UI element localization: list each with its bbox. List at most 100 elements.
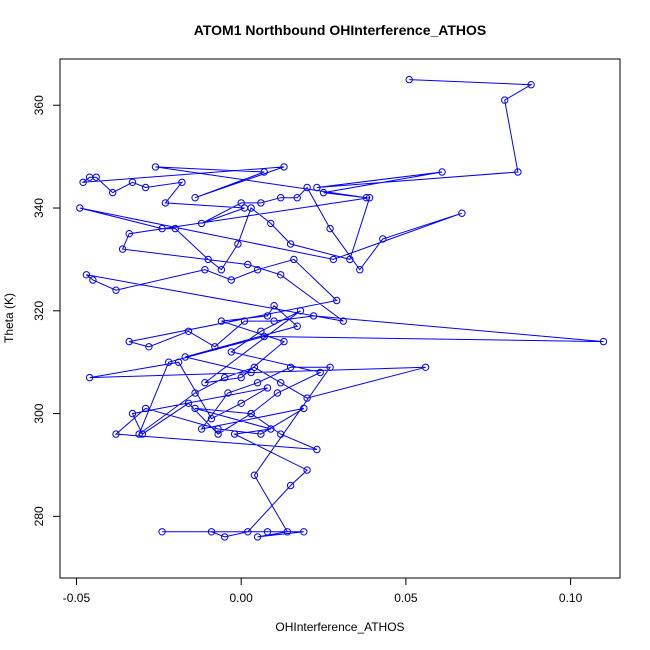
data-point xyxy=(329,255,338,264)
data-point xyxy=(319,188,328,197)
data-point xyxy=(267,219,275,228)
data-point xyxy=(293,194,301,202)
data-point xyxy=(151,163,160,171)
data-point xyxy=(286,240,295,248)
data-point xyxy=(76,204,84,212)
data-point xyxy=(145,343,153,351)
data-point xyxy=(263,384,272,392)
data-point xyxy=(89,276,97,284)
data-point xyxy=(158,224,166,233)
data-point xyxy=(286,481,295,490)
data-point xyxy=(514,168,522,176)
data-point xyxy=(181,353,189,361)
data-point xyxy=(85,373,94,382)
data-point xyxy=(277,271,285,279)
data-point xyxy=(257,430,265,438)
x-tick-label: -0.05 xyxy=(63,591,91,605)
series-points xyxy=(76,75,608,541)
y-tick-label: 360 xyxy=(32,95,46,115)
data-point xyxy=(326,363,334,371)
data-point xyxy=(263,528,272,536)
y-tick-label: 320 xyxy=(32,300,46,320)
data-point xyxy=(333,296,341,305)
y-axis: 280 300 320 340 360 xyxy=(32,95,61,526)
data-point xyxy=(141,183,150,192)
data-point xyxy=(316,368,324,377)
data-point xyxy=(227,348,236,356)
data-point xyxy=(527,81,535,89)
data-point xyxy=(326,224,334,233)
series-line xyxy=(79,79,604,538)
data-point xyxy=(309,312,318,320)
x-axis: -0.05 0.00 0.05 0.10 xyxy=(63,577,583,605)
data-point xyxy=(191,194,199,202)
data-point xyxy=(501,96,509,104)
data-point xyxy=(178,178,186,187)
data-point xyxy=(240,317,249,325)
data-point xyxy=(125,337,133,346)
data-point xyxy=(250,471,259,479)
data-point xyxy=(293,322,301,330)
data-point xyxy=(214,425,222,433)
x-tick-label: 0.10 xyxy=(559,591,583,605)
data-point xyxy=(207,528,216,536)
data-point xyxy=(339,317,347,325)
data-point xyxy=(313,183,321,192)
data-point xyxy=(138,430,147,438)
data-point xyxy=(247,368,255,377)
data-point xyxy=(283,528,291,536)
data-point xyxy=(217,266,226,274)
data-point xyxy=(277,194,285,202)
data-point xyxy=(207,415,216,423)
data-point xyxy=(191,404,199,413)
data-point xyxy=(191,389,199,397)
data-point xyxy=(211,343,219,351)
data-point xyxy=(313,445,321,454)
data-point xyxy=(290,255,298,264)
data-point xyxy=(253,533,262,541)
data-point xyxy=(184,327,193,335)
data-point xyxy=(303,183,311,192)
data-point xyxy=(458,209,466,217)
y-axis-label: Theta (K) xyxy=(2,293,16,343)
data-point xyxy=(250,363,259,371)
data-point xyxy=(277,430,285,438)
data-point xyxy=(118,245,127,253)
data-point xyxy=(112,286,120,294)
data-point xyxy=(247,204,255,212)
data-point xyxy=(365,194,374,202)
data-point xyxy=(204,255,212,264)
data-point xyxy=(270,317,278,325)
data-point xyxy=(125,230,133,238)
data-point xyxy=(109,188,117,197)
data-point xyxy=(184,399,193,407)
data-point xyxy=(165,358,173,366)
data-point xyxy=(362,194,371,202)
data-point xyxy=(599,337,608,346)
data-point xyxy=(280,337,288,346)
data-point xyxy=(158,528,166,536)
data-point xyxy=(171,224,180,233)
data-point xyxy=(201,266,209,274)
chart-title: ATOM1 Northbound OHInterference_ATHOS xyxy=(194,22,486,38)
data-point xyxy=(379,235,387,243)
x-axis-label: OHInterference_ATHOS xyxy=(275,620,404,634)
data-point xyxy=(197,219,206,228)
data-point xyxy=(230,430,239,438)
x-tick-label: 0.05 xyxy=(394,591,418,605)
data-point xyxy=(92,173,100,181)
data-point xyxy=(300,528,308,536)
data-point xyxy=(135,430,143,438)
x-tick-label: 0.00 xyxy=(229,591,253,605)
data-point xyxy=(161,199,170,207)
data-point xyxy=(257,199,265,207)
data-point xyxy=(253,379,262,387)
data-point xyxy=(244,260,252,269)
data-point xyxy=(82,271,91,279)
data-point xyxy=(227,276,236,284)
data-point xyxy=(270,302,278,310)
data-point xyxy=(201,379,209,387)
data-point xyxy=(260,332,268,341)
